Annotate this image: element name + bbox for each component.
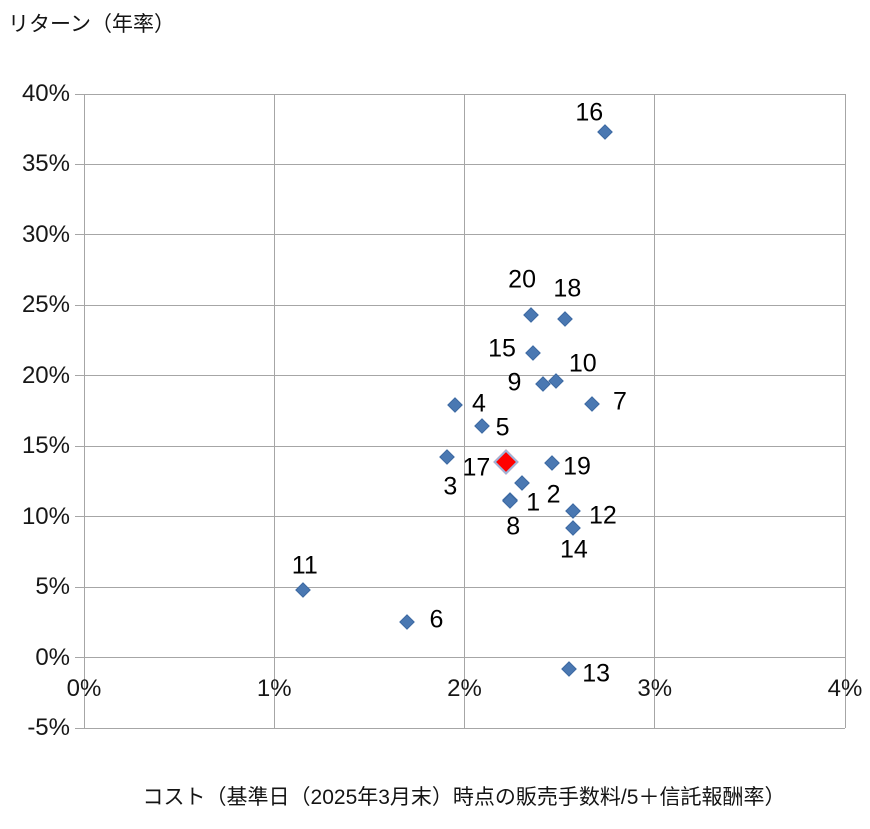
data-point-label-1: 1 bbox=[526, 488, 541, 517]
x-axis-tick-label: 0% bbox=[66, 674, 102, 702]
data-point-6 bbox=[399, 614, 416, 631]
y-axis-tick-label: 30% bbox=[21, 220, 70, 248]
h-gridline bbox=[75, 375, 845, 377]
data-point-14 bbox=[565, 520, 581, 536]
x-axis-tick-label: 1% bbox=[256, 674, 292, 702]
y-axis-tick-label: 10% bbox=[21, 502, 70, 530]
y-axis-tick-label: 35% bbox=[21, 150, 70, 178]
y-axis-tick-label: 40% bbox=[21, 80, 70, 107]
data-point-label-6: 6 bbox=[429, 605, 444, 634]
data-point-label-10: 10 bbox=[568, 349, 597, 378]
v-gridline bbox=[83, 94, 85, 728]
data-point-13 bbox=[561, 661, 577, 677]
v-gridline bbox=[654, 94, 656, 728]
y-axis-tick-label: 5% bbox=[35, 573, 70, 601]
data-point-label-3: 3 bbox=[443, 472, 458, 501]
data-point-label-5: 5 bbox=[495, 413, 510, 442]
data-point-label-20: 20 bbox=[508, 265, 536, 294]
h-gridline bbox=[75, 445, 845, 447]
data-point-19 bbox=[544, 455, 560, 471]
y-axis-tick-label: 25% bbox=[21, 291, 70, 319]
data-point-17-highlighted bbox=[493, 448, 520, 475]
y-axis-tick-label: 20% bbox=[21, 361, 70, 389]
data-point-11 bbox=[295, 582, 311, 598]
h-gridline bbox=[75, 93, 845, 95]
h-gridline bbox=[75, 727, 845, 729]
data-point-label-14: 14 bbox=[560, 535, 588, 564]
y-axis-tick-label: 15% bbox=[21, 432, 70, 460]
data-point-3 bbox=[439, 449, 456, 466]
h-gridline bbox=[75, 657, 845, 659]
data-point-15 bbox=[525, 345, 541, 362]
data-point-label-12: 12 bbox=[589, 501, 617, 530]
h-gridline bbox=[75, 234, 845, 236]
x-axis-tick-label: 4% bbox=[827, 674, 863, 702]
y-axis-tick-label: 0% bbox=[35, 643, 70, 671]
data-point-18 bbox=[557, 311, 574, 328]
data-point-label-7: 7 bbox=[613, 387, 627, 416]
v-gridline bbox=[844, 94, 846, 728]
v-gridline bbox=[464, 94, 465, 728]
data-point-label-9: 9 bbox=[507, 368, 522, 397]
x-axis-tick-label: 2% bbox=[447, 674, 482, 702]
data-point-label-13: 13 bbox=[582, 659, 611, 688]
y-axis-tick-label: -5% bbox=[27, 714, 70, 741]
data-point-label-18: 18 bbox=[553, 274, 582, 303]
data-point-5 bbox=[473, 418, 490, 435]
data-point-7 bbox=[584, 396, 600, 412]
v-gridline bbox=[273, 94, 275, 728]
data-point-label-16: 16 bbox=[575, 98, 604, 127]
x-axis-title: コスト（基準日（2025年3月末）時点の販売手数料/5＋信託報酬率） bbox=[142, 786, 786, 809]
data-point-label-17: 17 bbox=[462, 453, 491, 482]
h-gridline bbox=[75, 586, 845, 588]
data-point-label-15: 15 bbox=[488, 334, 516, 363]
x-axis-tick-label: 3% bbox=[637, 674, 673, 702]
y-axis-title: リターン（年率） bbox=[8, 13, 175, 36]
data-point-4 bbox=[447, 397, 463, 414]
data-point-label-8: 8 bbox=[506, 512, 521, 541]
h-gridline bbox=[75, 163, 845, 165]
h-gridline bbox=[75, 304, 845, 306]
data-point-9 bbox=[534, 376, 551, 392]
h-gridline bbox=[75, 516, 845, 518]
data-point-label-11: 11 bbox=[291, 551, 318, 580]
data-point-label-19: 19 bbox=[563, 452, 591, 481]
data-point-label-2: 2 bbox=[546, 480, 561, 509]
data-point-20 bbox=[523, 307, 539, 323]
data-point-label-4: 4 bbox=[472, 389, 486, 418]
plot-area: 40% 35% 30% 25% 20% 15% 10% 5% 0% -5% 0% 1% 2% 3% 4% 1 2… bbox=[22, 80, 862, 741]
